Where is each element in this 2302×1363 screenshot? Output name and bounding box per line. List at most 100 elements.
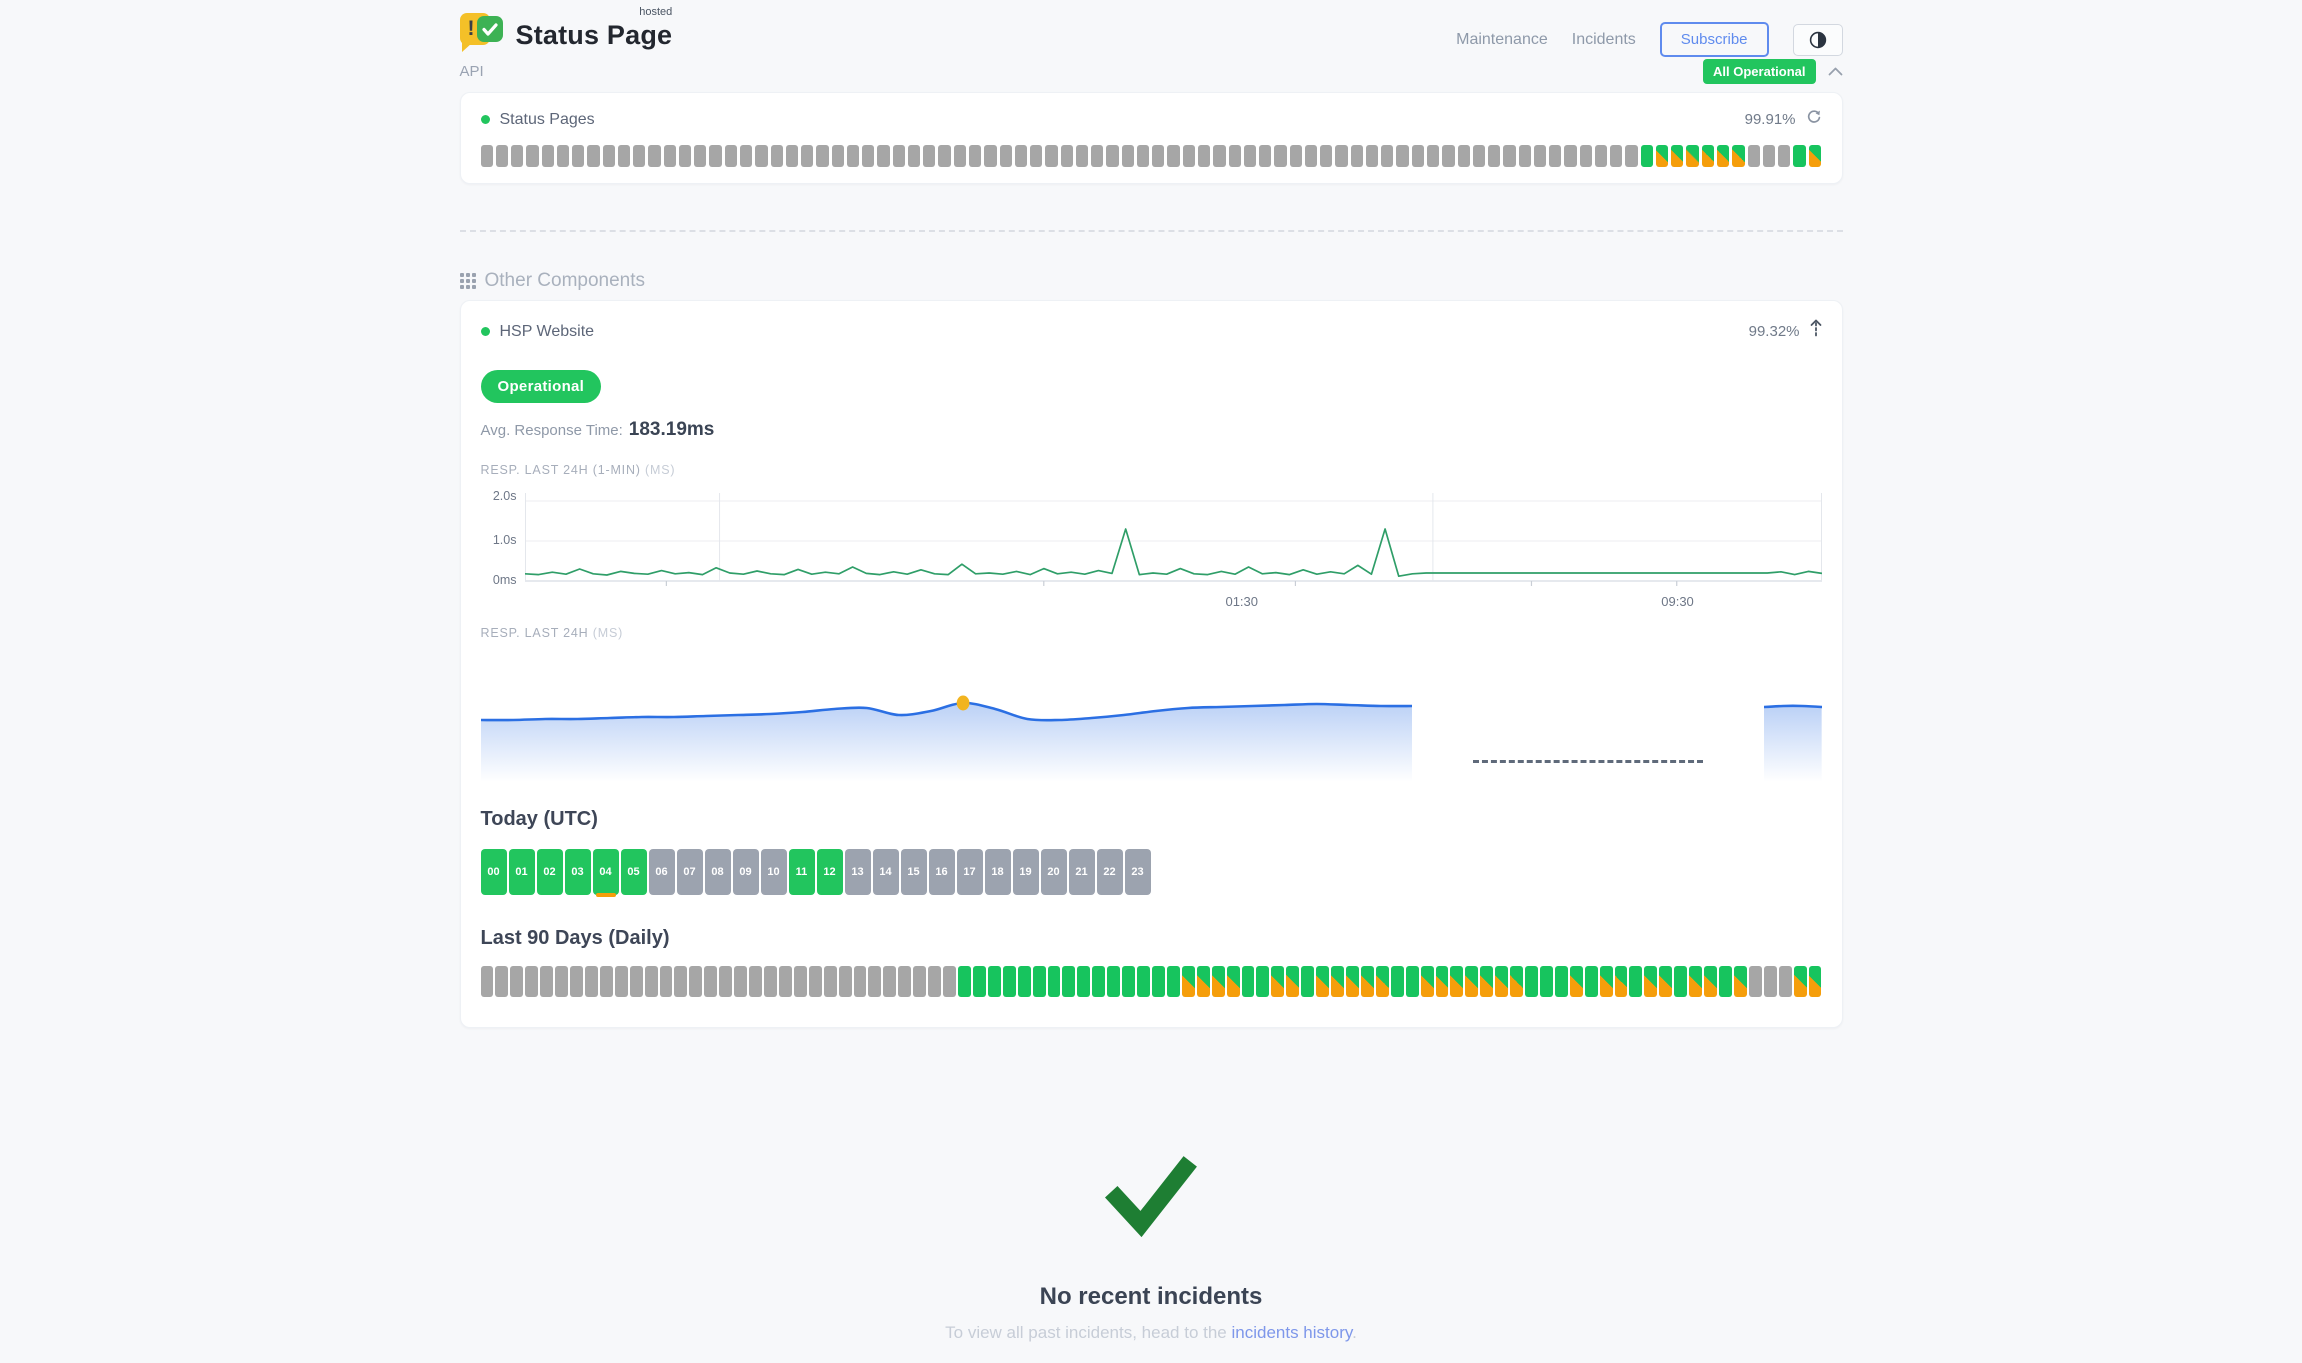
- component-row: Status Pages 99.91%: [480, 109, 1822, 130]
- uptime-bar: [1122, 966, 1136, 997]
- uptime-bar: [1671, 145, 1684, 167]
- uptime-bar: [1495, 966, 1509, 997]
- hour-block: 04: [592, 849, 619, 897]
- api-group-label: API: [459, 63, 484, 80]
- uptime-bar: [1747, 145, 1760, 167]
- nav-maintenance[interactable]: Maintenance: [1456, 30, 1548, 48]
- hour-label: 13: [851, 866, 864, 878]
- uptime-bar: [633, 145, 646, 167]
- incidents-history-link[interactable]: incidents history: [1231, 1323, 1353, 1342]
- uptime-bar: [1271, 966, 1285, 997]
- uptime-bar: [877, 145, 890, 167]
- theme-toggle-button[interactable]: [1792, 23, 1843, 56]
- refresh-icon[interactable]: [1806, 109, 1822, 130]
- uptime-bar: [1365, 145, 1379, 167]
- hour-label: 20: [1047, 866, 1060, 878]
- hour-label: 03: [571, 866, 584, 878]
- collapse-arrow-icon[interactable]: [1810, 319, 1822, 344]
- today-title: Today (UTC): [480, 808, 598, 830]
- uptime-bar: [928, 966, 942, 997]
- uptime-bar: [1564, 145, 1577, 167]
- hour-label: 21: [1075, 866, 1088, 878]
- last90-title: Last 90 Days (Daily): [480, 927, 670, 949]
- component-name: HSP Website: [499, 322, 595, 340]
- uptime-bar: [734, 966, 748, 997]
- uptime-bar: [972, 966, 986, 997]
- uptime-bar: [1704, 966, 1718, 997]
- avg-response-label: Avg. Response Time:: [480, 422, 623, 439]
- uptime-bar: [556, 145, 570, 167]
- hour-block: 08: [704, 849, 731, 895]
- hour-block: 21: [1068, 849, 1095, 895]
- hour-block: 12: [816, 849, 843, 895]
- uptime-bar: [1091, 145, 1104, 167]
- uptime-bar: [1457, 145, 1470, 167]
- uptime-bar: [1301, 966, 1315, 997]
- uptime-bar: [1518, 145, 1531, 167]
- hour-label: 07: [683, 866, 696, 878]
- uptime-bar: [480, 145, 493, 167]
- uptime-bar: [1659, 966, 1673, 997]
- uptime-bar: [1106, 145, 1119, 167]
- uptime-bar: [1350, 145, 1363, 167]
- resp-min-unit: (MS): [645, 463, 676, 477]
- uptime-bar: [984, 145, 997, 167]
- chevron-up-icon[interactable]: [1828, 63, 1843, 81]
- uptime-bar: [1014, 145, 1028, 167]
- uptime-bar: [1077, 966, 1091, 997]
- y-tick-label: 1.0s: [492, 533, 517, 547]
- hour-label: 02: [543, 866, 556, 878]
- hour-block: 10: [760, 849, 787, 895]
- uptime-bar: [1554, 966, 1568, 997]
- component-row: HSP Website 99.32%: [480, 319, 1822, 344]
- uptime-bar: [1259, 145, 1272, 167]
- grid-icon: [459, 273, 476, 289]
- uptime-bar: [1256, 966, 1270, 997]
- nav-incidents[interactable]: Incidents: [1571, 30, 1636, 48]
- status-dot-green: [480, 327, 490, 336]
- uptime-bar: [1047, 966, 1061, 997]
- uptime-bar: [1733, 966, 1747, 997]
- uptime-bar: [1381, 145, 1394, 167]
- uptime-bar: [1360, 966, 1374, 997]
- status-dot-green: [480, 115, 490, 124]
- logo-hosted-label: hosted: [639, 5, 673, 18]
- uptime-bar: [846, 145, 860, 167]
- hour-block: 07: [676, 849, 703, 895]
- uptime-bar: [644, 966, 658, 997]
- status-row: API All Operational: [460, 59, 1843, 84]
- uptime-bar: [913, 966, 927, 997]
- uptime-bar: [599, 966, 613, 997]
- uptime-bar: [1167, 145, 1180, 167]
- hsp-website-card: HSP Website 99.32% Operational Avg. Resp…: [459, 300, 1843, 1028]
- uptime-bar: [1152, 145, 1165, 167]
- resp-daily-unit: (MS): [592, 626, 624, 640]
- hour-label: 15: [907, 866, 920, 878]
- uptime-bar: [1510, 966, 1524, 997]
- uptime-bar: [1569, 966, 1583, 997]
- uptime-bar: [749, 966, 763, 997]
- avg-response-value: 183.19ms: [628, 419, 715, 440]
- uptime-bar: [1762, 145, 1776, 167]
- uptime-bar: [1137, 966, 1150, 997]
- other-components-header: Other Components: [459, 270, 1843, 292]
- uptime-bar: [1717, 145, 1730, 167]
- uptime-bar: [1211, 966, 1225, 997]
- uptime-bar: [1213, 145, 1226, 167]
- uptime-bar: [629, 966, 643, 997]
- subscribe-button[interactable]: Subscribe: [1659, 22, 1769, 57]
- uptime-bar: [663, 145, 676, 167]
- uptime-bar: [816, 145, 829, 167]
- uptime-bar: [495, 145, 509, 167]
- uptime-bar: [1674, 966, 1688, 997]
- hour-label: 23: [1131, 866, 1144, 878]
- uptime-bar: [1778, 966, 1792, 997]
- uptime-bar: [740, 145, 753, 167]
- uptime-bar: [617, 145, 631, 167]
- uptime-bar: [1488, 145, 1501, 167]
- uptime-bar: [1426, 145, 1440, 167]
- uptime-bar: [1286, 966, 1300, 997]
- uptime-bar: [1655, 145, 1669, 167]
- uptime-bar: [614, 966, 628, 997]
- uptime-bar: [1599, 966, 1613, 997]
